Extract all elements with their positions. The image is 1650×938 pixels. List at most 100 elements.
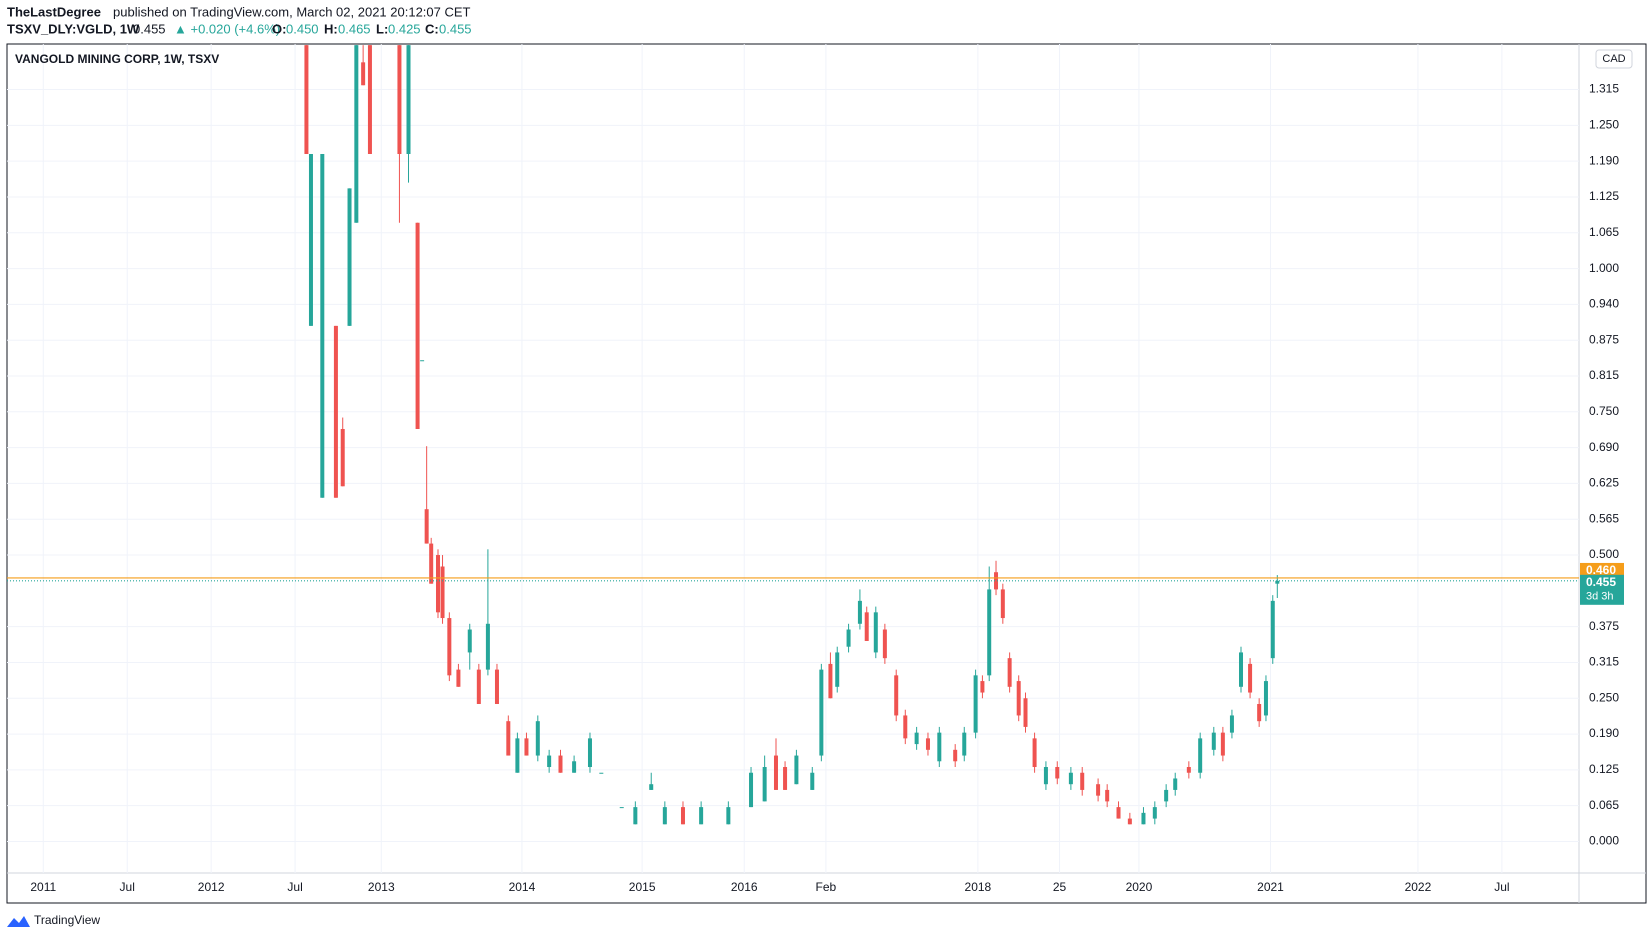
candle-body xyxy=(1116,807,1121,819)
candle-body xyxy=(1270,600,1275,659)
l-value: 0.425 xyxy=(388,21,421,36)
y-tick-label: 0.815 xyxy=(1589,368,1619,382)
candle-body xyxy=(1023,698,1028,727)
candle-body xyxy=(925,738,930,750)
candle-body xyxy=(699,807,704,825)
x-tick-label: Jul xyxy=(120,880,135,894)
candle-body xyxy=(1275,580,1280,584)
candle-body xyxy=(680,807,685,825)
countdown: 3d 3h xyxy=(1586,591,1614,603)
candle-body xyxy=(846,629,851,647)
tradingview-logo xyxy=(7,916,30,927)
candle-body xyxy=(435,555,440,613)
publisher: TheLastDegree xyxy=(7,4,101,19)
candle-body xyxy=(953,749,958,762)
candle-body xyxy=(535,721,540,756)
y-tick-label: 1.000 xyxy=(1589,261,1619,275)
candle-body xyxy=(304,45,309,154)
candle-body xyxy=(467,629,472,653)
candle-body xyxy=(1000,589,1005,619)
x-tick-label: 2018 xyxy=(965,880,992,894)
price-label-box xyxy=(1580,562,1624,578)
x-tick-label: 2020 xyxy=(1126,880,1153,894)
symbol: TSXV_DLY:VGLD, 1W xyxy=(7,21,140,36)
candle-body xyxy=(619,807,624,809)
candle-body xyxy=(1248,663,1253,693)
candle-body xyxy=(873,612,878,653)
x-tick-label: 2012 xyxy=(198,880,225,894)
candle-body xyxy=(447,618,452,676)
candle-body xyxy=(1257,703,1262,722)
price-label-box xyxy=(1580,574,1624,605)
y-tick-label: 0.125 xyxy=(1589,762,1619,776)
candle-body xyxy=(1211,732,1216,750)
footer: TradingView xyxy=(34,913,100,927)
candle-body xyxy=(937,732,942,762)
y-tick-label: 0.000 xyxy=(1589,834,1619,848)
candle-body xyxy=(864,612,869,641)
y-tick-label: 0.690 xyxy=(1589,440,1619,454)
candle-body xyxy=(1229,715,1234,733)
h-value: 0.465 xyxy=(338,21,371,36)
candle-body xyxy=(320,153,325,498)
c-label: C: xyxy=(425,21,439,36)
x-tick-label: Feb xyxy=(816,880,837,894)
chart-frame xyxy=(6,43,1647,904)
candle-body xyxy=(962,732,967,756)
y-tick-label: 0.375 xyxy=(1589,619,1619,633)
candle-body xyxy=(456,669,461,687)
candle-body xyxy=(1198,738,1203,773)
published: published on TradingView.com, March 02, … xyxy=(113,4,471,19)
candle-body xyxy=(882,629,887,659)
candle-body xyxy=(1043,767,1048,785)
chart-title: VANGOLD MINING CORP, 1W, TSXV xyxy=(15,52,219,66)
y-tick-label: 1.315 xyxy=(1589,82,1619,96)
y-tick-label: 0.875 xyxy=(1589,332,1619,346)
candle-body xyxy=(424,509,429,544)
y-tick-label: 1.190 xyxy=(1589,153,1619,167)
candle-body xyxy=(1016,681,1021,716)
x-tick-label: 2014 xyxy=(509,880,536,894)
candle-body xyxy=(1096,784,1101,796)
candle-body xyxy=(973,675,978,733)
candle-body xyxy=(783,767,788,790)
candle-body xyxy=(558,755,563,773)
candle-body xyxy=(794,755,799,785)
candle-body xyxy=(308,153,313,326)
y-tick-label: 0.940 xyxy=(1589,297,1619,311)
candle-body xyxy=(994,572,999,590)
y-tick-label: 0.190 xyxy=(1589,726,1619,740)
candle-body xyxy=(397,45,402,154)
c-value: 0.455 xyxy=(439,21,472,36)
candle-body xyxy=(361,62,366,86)
candle-body xyxy=(1220,732,1225,756)
o-value: 0.450 xyxy=(286,21,319,36)
candle-body xyxy=(894,675,899,716)
o-label: O: xyxy=(272,21,286,36)
candle-body xyxy=(1080,772,1085,790)
candle-body xyxy=(810,772,815,790)
y-tick-label: 1.125 xyxy=(1589,189,1619,203)
currency-box xyxy=(1595,49,1633,69)
x-tick-label: 2015 xyxy=(629,880,656,894)
candle-body xyxy=(1055,767,1060,779)
last-price: 0.455 xyxy=(133,21,166,36)
y-tick-label: 0.625 xyxy=(1589,476,1619,490)
candle-body xyxy=(506,721,511,756)
candle-body xyxy=(367,45,372,154)
candle-body xyxy=(476,669,481,704)
candle-body xyxy=(1105,789,1110,802)
candle-body xyxy=(749,772,754,808)
candle-body xyxy=(1127,818,1132,825)
change: ▲ +0.020 (+4.6%) xyxy=(174,21,280,36)
x-tick-label: Jul xyxy=(287,880,302,894)
candle-body xyxy=(429,543,434,584)
price-label: 0.460 xyxy=(1586,563,1616,577)
y-tick-label: 0.565 xyxy=(1589,511,1619,525)
candle-body xyxy=(1239,652,1244,687)
candle-body xyxy=(1068,772,1073,785)
candle-body xyxy=(1263,681,1268,716)
x-tick-label: 2011 xyxy=(30,880,56,894)
candle-body xyxy=(649,784,654,790)
